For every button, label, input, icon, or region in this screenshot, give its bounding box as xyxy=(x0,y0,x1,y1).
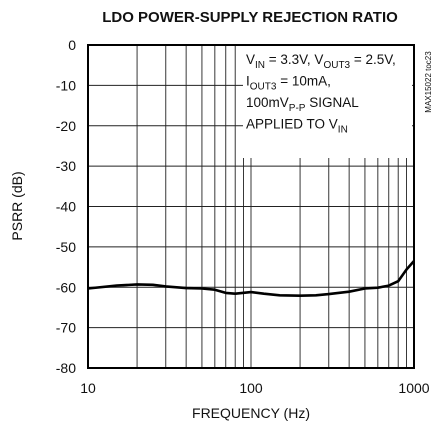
annotation-text: SIGNAL xyxy=(305,95,359,110)
y-tick-label: -80 xyxy=(56,360,76,376)
annotation-text: OUT3 xyxy=(250,82,277,93)
y-tick-label: -60 xyxy=(56,279,76,295)
y-tick-label: 0 xyxy=(68,37,76,53)
annotation: IOUT3 = 10mA, xyxy=(246,74,331,93)
y-tick-label: -70 xyxy=(56,320,76,336)
y-tick-label: -50 xyxy=(56,239,76,255)
x-axis-label: FREQUENCY (Hz) xyxy=(192,405,310,421)
annotation-text: 100mV xyxy=(246,95,289,110)
data-line xyxy=(87,260,415,297)
annotation-text: IN xyxy=(255,60,265,71)
x-tick-label: 10 xyxy=(80,380,96,396)
annotation-text: = 10mA, xyxy=(276,74,330,89)
x-tick-label: 1000 xyxy=(398,380,429,396)
x-tick-label: 100 xyxy=(239,380,263,396)
annotation-box xyxy=(243,46,412,158)
y-tick-label: -40 xyxy=(56,199,76,215)
side-label: MAX15022 toc23 xyxy=(424,51,433,113)
annotation-text: IN xyxy=(338,125,348,136)
annotation-text: V xyxy=(246,52,255,67)
annotation: APPLIED TO VIN xyxy=(246,117,348,136)
chart-title: LDO POWER-SUPPLY REJECTION RATIO xyxy=(102,9,398,26)
y-tick-label: -30 xyxy=(56,158,76,174)
y-tick-label: -10 xyxy=(56,77,76,93)
annotation-text: = 3.3V, V xyxy=(265,52,323,67)
annotation-text: I xyxy=(246,74,250,89)
annotation-text: = 2.5V, xyxy=(350,52,396,67)
annotation: 100mVP-P SIGNAL xyxy=(246,95,359,114)
y-tick-label: -20 xyxy=(56,118,76,134)
y-axis-label: PSRR (dB) xyxy=(9,171,25,240)
annotation-text: OUT3 xyxy=(323,60,350,71)
annotation-text: APPLIED TO V xyxy=(246,117,338,132)
plot-frame xyxy=(87,44,415,369)
annotation: VIN = 3.3V, VOUT3 = 2.5V, xyxy=(246,52,396,71)
annotation-text: P-P xyxy=(289,103,306,114)
